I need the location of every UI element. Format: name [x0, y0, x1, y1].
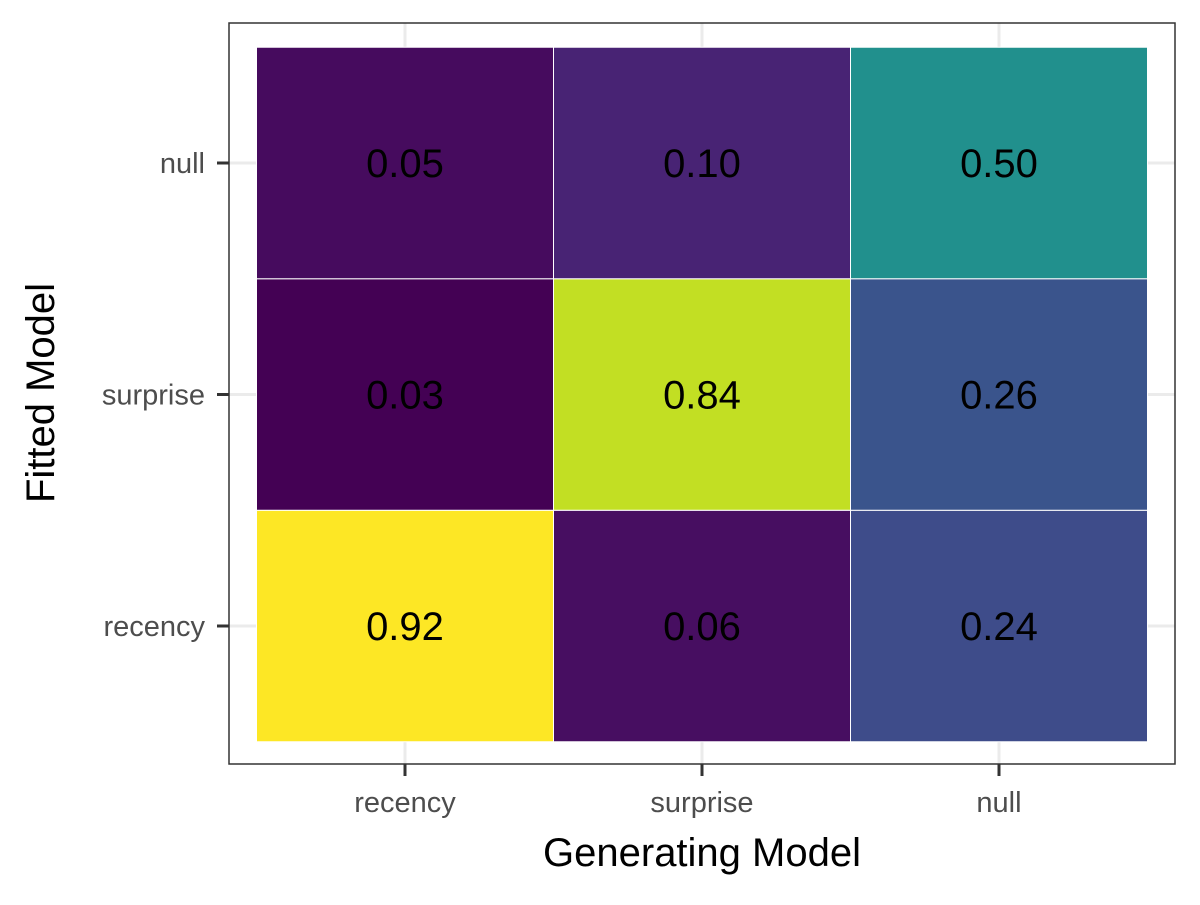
y-axis: recency surprise null — [102, 148, 229, 643]
heatmap-cell-surprise-null — [553, 46, 851, 280]
x-tick-label-recency: recency — [354, 787, 456, 819]
cell-value-label-recency-null: 0.05 — [366, 142, 444, 186]
cell-value-label-null-recency: 0.24 — [960, 605, 1038, 649]
x-axis: recency surprise null — [354, 764, 1022, 819]
x-tick-label-surprise: surprise — [650, 787, 753, 819]
cell-value-label-surprise-null: 0.10 — [663, 142, 741, 186]
heatmap-cells — [256, 46, 1148, 743]
x-tick-label-null: null — [976, 787, 1021, 819]
heatmap-cell-recency-null — [256, 46, 554, 280]
heatmap-cell-surprise-surprise — [553, 278, 851, 511]
heatmap-cell-surprise-recency — [553, 509, 851, 743]
cell-value-label-null-null: 0.50 — [960, 142, 1038, 186]
cell-value-label-recency-surprise: 0.03 — [366, 374, 444, 418]
heatmap-cell-null-recency — [850, 509, 1148, 743]
y-tick-label-surprise: surprise — [102, 380, 205, 412]
y-tick-label-recency: recency — [103, 611, 205, 643]
cell-value-label-null-surprise: 0.26 — [960, 374, 1038, 418]
heatmap-cell-recency-surprise — [256, 278, 554, 511]
cell-value-label-surprise-surprise: 0.84 — [663, 374, 741, 418]
y-axis-title: Fitted Model — [19, 283, 63, 503]
x-axis-title: Generating Model — [543, 831, 861, 875]
cell-value-label-surprise-recency: 0.06 — [663, 605, 741, 649]
y-tick-label-null: null — [160, 148, 205, 180]
cell-value-label-recency-recency: 0.92 — [366, 605, 444, 649]
heatmap-cell-null-surprise — [850, 278, 1148, 511]
heatmap-cell-labels: 0.92 0.06 0.24 0.03 0.84 0.26 0.05 0.10 0.50 — [366, 142, 1038, 649]
heatmap-cell-null-null — [850, 46, 1148, 280]
